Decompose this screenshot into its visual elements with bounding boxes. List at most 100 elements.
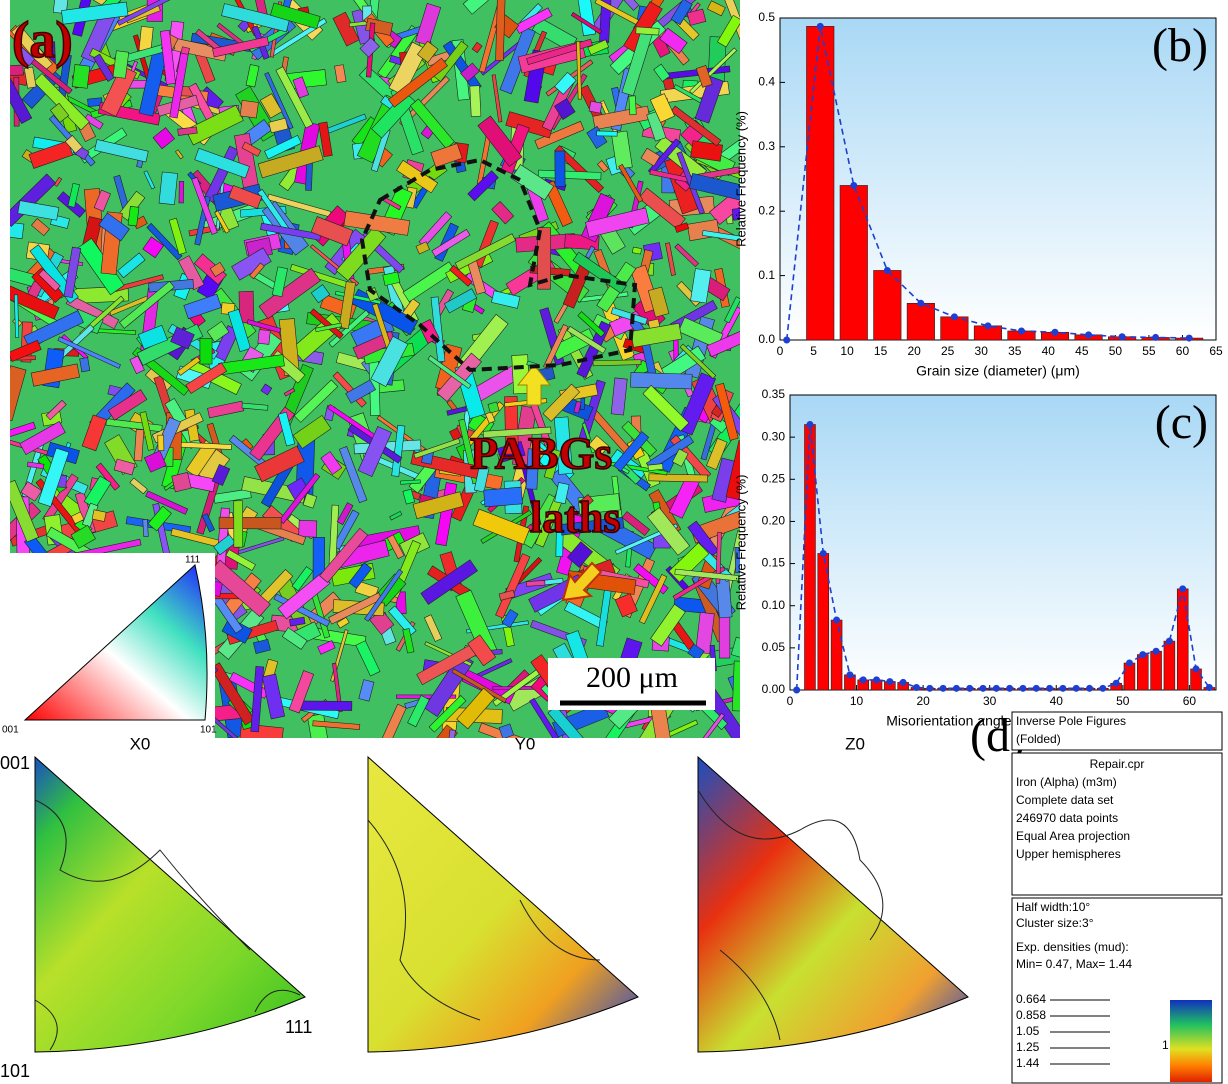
- x-tick-label: 60: [1176, 344, 1190, 358]
- bar: [1177, 589, 1188, 690]
- grain: [258, 330, 270, 345]
- y-tick-label: 0.1: [758, 268, 775, 282]
- point: [1046, 685, 1053, 692]
- level-label: 1.05: [1016, 1024, 1040, 1038]
- y-tick-label: 0.3: [758, 139, 775, 153]
- x-tick-label: 0: [777, 344, 784, 358]
- point: [1179, 585, 1186, 592]
- grain: [732, 661, 744, 711]
- info-text: (Folded): [1016, 732, 1061, 746]
- point: [833, 617, 840, 624]
- point: [900, 679, 907, 686]
- y-tick-label: 0.5: [758, 10, 775, 24]
- x-tick-label: 45: [1075, 344, 1089, 358]
- point: [1126, 660, 1133, 667]
- y-tick-label: 0.00: [762, 682, 786, 696]
- grain: [589, 101, 602, 113]
- point: [884, 267, 891, 274]
- point: [860, 676, 867, 683]
- grain: [159, 172, 178, 205]
- y-tick-label: 0.35: [762, 387, 786, 401]
- info-text: Equal Area projection: [1016, 829, 1130, 843]
- x-tick-label: 10: [840, 344, 854, 358]
- grain: [299, 520, 317, 537]
- grain: [240, 100, 258, 118]
- point: [1019, 685, 1026, 692]
- point: [913, 684, 920, 691]
- x-tick-label: 60: [1183, 694, 1197, 708]
- grain: [219, 517, 281, 529]
- y-tick-label: 0.10: [762, 598, 786, 612]
- point: [873, 676, 880, 683]
- x-axis-label: Grain size (diameter) (μm): [916, 363, 1080, 379]
- point: [1139, 651, 1146, 658]
- panel-label: (c): [1155, 396, 1208, 449]
- grain: [200, 338, 212, 364]
- y-tick-label: 0.25: [762, 471, 786, 485]
- key-label: 101: [200, 725, 217, 736]
- x-tick-label: 25: [941, 344, 955, 358]
- grain: [649, 474, 708, 482]
- x-tick-label: 50: [1116, 694, 1130, 708]
- point: [917, 300, 924, 307]
- point: [1206, 684, 1213, 691]
- y-tick-label: 0.2: [758, 203, 775, 217]
- point: [1018, 327, 1025, 334]
- figure-title: Z0: [845, 734, 865, 753]
- y-tick-label: 0.0: [758, 332, 775, 346]
- y-tick-label: 0.15: [762, 556, 786, 570]
- bar: [1137, 655, 1148, 690]
- grain: [7, 222, 24, 239]
- info-text: Repair.cpr: [1090, 757, 1145, 771]
- x-tick-label: 65: [1209, 344, 1223, 358]
- x-tick-label: 20: [916, 694, 930, 708]
- point: [940, 685, 947, 692]
- corner-label: 101: [0, 1061, 30, 1081]
- point: [1033, 685, 1040, 692]
- x-tick-label: 50: [1109, 344, 1123, 358]
- level-label: 1.44: [1016, 1056, 1040, 1070]
- point: [1193, 665, 1200, 672]
- grain: [72, 64, 90, 88]
- point: [817, 23, 824, 30]
- x-tick-label: 35: [1008, 344, 1022, 358]
- point: [846, 671, 853, 678]
- grain: [92, 510, 106, 522]
- y-tick-label: 0.30: [762, 429, 786, 443]
- grain: [134, 429, 144, 461]
- point: [1186, 335, 1193, 342]
- grain: [80, 358, 90, 372]
- point: [1119, 333, 1126, 340]
- grain: [158, 435, 164, 451]
- grain: [496, 0, 506, 61]
- x-tick-label: 5: [810, 344, 817, 358]
- panel-label: (a): [12, 12, 73, 69]
- grain: [555, 151, 565, 187]
- point: [1166, 638, 1173, 645]
- point: [1113, 680, 1120, 687]
- point: [783, 337, 790, 344]
- figure-title: Y0: [515, 734, 536, 753]
- grain: [593, 360, 641, 366]
- level-label: 0.858: [1016, 1008, 1046, 1022]
- grain: [526, 580, 545, 586]
- key-label: 001: [2, 725, 19, 736]
- info-text: Complete data set: [1016, 793, 1114, 807]
- bar: [818, 553, 829, 690]
- point: [1099, 685, 1106, 692]
- point: [1073, 685, 1080, 692]
- x-tick-label: 10: [850, 694, 864, 708]
- annotation: laths: [530, 493, 620, 542]
- point: [1006, 685, 1013, 692]
- point: [984, 322, 991, 329]
- point: [1059, 685, 1066, 692]
- grain: [234, 501, 243, 547]
- info-text: Half width:10°: [1016, 900, 1090, 914]
- plot-area: [790, 395, 1216, 690]
- x-tick-label: 40: [1042, 344, 1056, 358]
- bar: [1124, 663, 1135, 690]
- point: [966, 685, 973, 692]
- point: [980, 685, 987, 692]
- grain: [597, 131, 618, 136]
